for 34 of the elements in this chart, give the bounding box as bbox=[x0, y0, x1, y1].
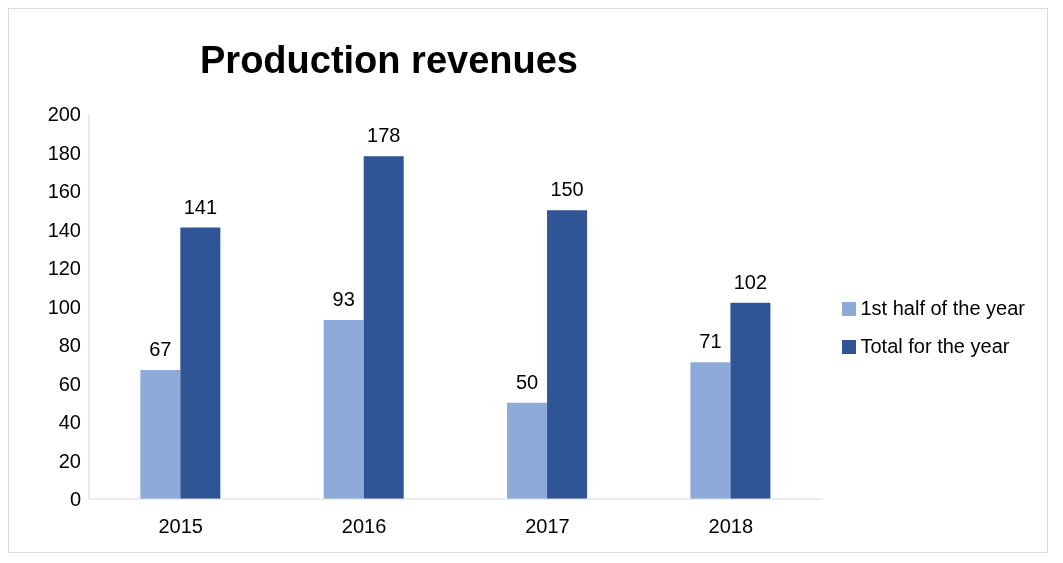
data-label: 50 bbox=[515, 370, 539, 393]
data-label: 93 bbox=[332, 287, 355, 310]
bar bbox=[730, 302, 771, 499]
y-tick-label: 200 bbox=[47, 103, 81, 126]
y-tick-label: 100 bbox=[47, 295, 81, 318]
legend-label: 1st half of the year bbox=[860, 296, 1025, 319]
y-tick-label: 160 bbox=[47, 180, 81, 203]
x-tick-label: 2016 bbox=[341, 515, 387, 538]
data-label: 141 bbox=[183, 195, 218, 218]
y-tick-label: 120 bbox=[47, 257, 81, 280]
y-tick-label: 180 bbox=[47, 141, 81, 164]
data-label: 71 bbox=[699, 330, 722, 353]
y-tick-label: 80 bbox=[58, 334, 81, 357]
y-tick-label: 0 bbox=[69, 488, 81, 511]
bar bbox=[690, 362, 731, 499]
bar bbox=[140, 370, 181, 499]
data-label: 102 bbox=[733, 270, 768, 293]
data-label: 178 bbox=[367, 124, 401, 147]
x-tick-label: 2017 bbox=[525, 515, 570, 538]
data-label: 67 bbox=[149, 338, 172, 361]
legend-label: Total for the year bbox=[860, 334, 1010, 357]
bar bbox=[547, 210, 588, 499]
bar bbox=[323, 319, 364, 499]
y-tick-label: 60 bbox=[58, 372, 81, 395]
chart-title: Production revenues bbox=[199, 39, 579, 83]
x-tick-label: 2015 bbox=[158, 515, 203, 538]
y-tick-label: 140 bbox=[47, 218, 81, 241]
bar bbox=[363, 156, 404, 499]
y-tick-label: 20 bbox=[58, 449, 81, 472]
bar bbox=[180, 227, 221, 499]
bar bbox=[507, 402, 548, 499]
x-tick-label: 2018 bbox=[708, 515, 754, 538]
y-tick-label: 40 bbox=[58, 411, 81, 434]
data-label: 150 bbox=[550, 178, 584, 201]
